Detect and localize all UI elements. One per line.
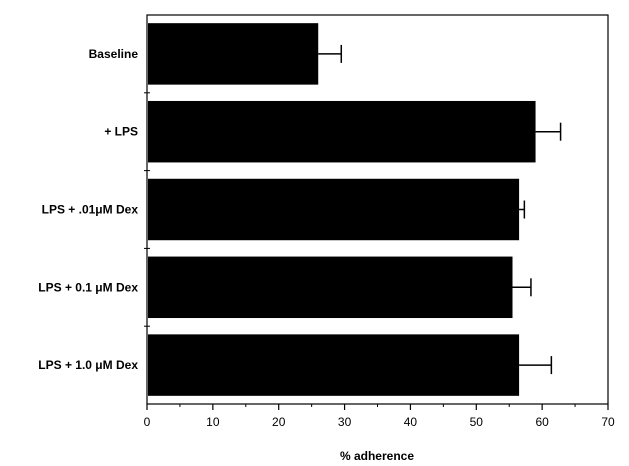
bars-layer bbox=[148, 23, 536, 396]
error-bars-layer bbox=[318, 44, 562, 375]
x-tick-label: 20 bbox=[272, 415, 286, 429]
x-tick-label: 60 bbox=[535, 415, 549, 429]
category-labels: Baseline + LPS LPS + .01μM Dex LPS + 0.1 μM… bbox=[38, 47, 138, 372]
bar bbox=[148, 334, 520, 396]
bar bbox=[148, 178, 520, 241]
bar bbox=[148, 100, 536, 163]
category-label: Baseline bbox=[89, 47, 139, 61]
category-label: LPS + 1.0 μM Dex bbox=[38, 358, 138, 372]
x-tick-label: 10 bbox=[206, 415, 220, 429]
bar bbox=[148, 23, 319, 85]
y-axis-ticks bbox=[144, 92, 150, 327]
x-tick-label: 70 bbox=[601, 415, 615, 429]
category-label: + LPS bbox=[104, 125, 138, 139]
x-axis-title: % adherence bbox=[340, 449, 414, 463]
x-tick-label: 0 bbox=[144, 415, 151, 429]
category-label: LPS + 0.1 μM Dex bbox=[38, 280, 138, 294]
x-tick-label: 50 bbox=[470, 415, 484, 429]
category-label: LPS + .01μM Dex bbox=[42, 203, 139, 217]
x-tick-label: 30 bbox=[338, 415, 352, 429]
bar bbox=[148, 256, 513, 319]
x-tick-label: 40 bbox=[404, 415, 418, 429]
x-axis-ticks: 0 10 20 30 40 50 60 70 bbox=[144, 404, 615, 429]
